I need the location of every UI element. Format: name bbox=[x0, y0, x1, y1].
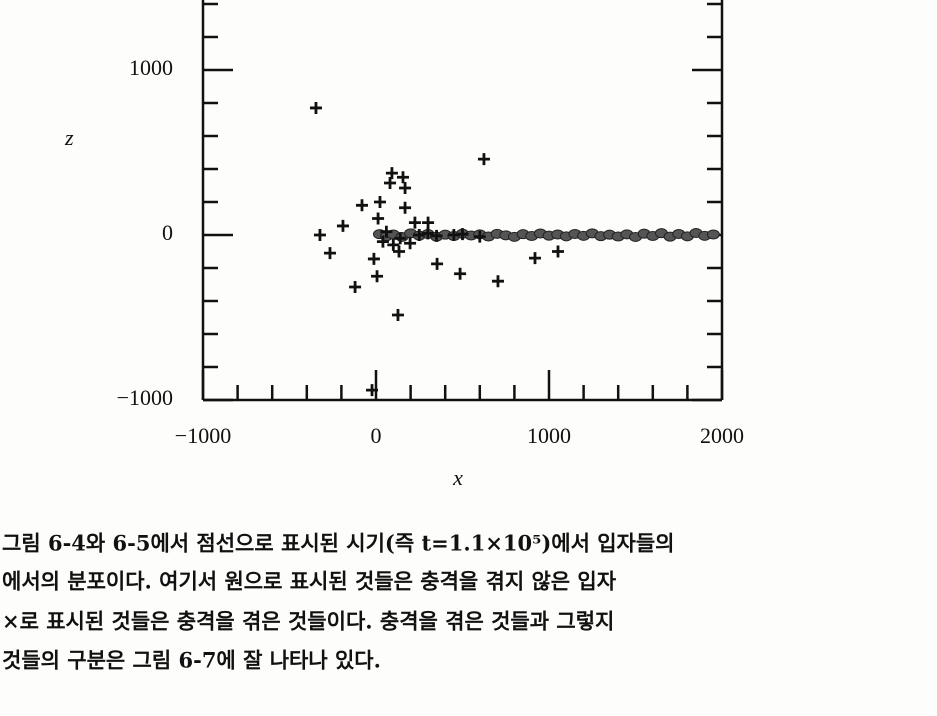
x-axis-label: x bbox=[452, 465, 463, 490]
point bbox=[399, 181, 412, 194]
point bbox=[456, 228, 469, 241]
point bbox=[706, 229, 720, 240]
point bbox=[323, 247, 336, 260]
point bbox=[336, 219, 349, 232]
point bbox=[372, 212, 385, 225]
caption-line: ×로 표시된 것들은 충격을 겪은 것들이다. 충격을 겪은 것들과 그렇지 bbox=[2, 609, 614, 634]
point bbox=[399, 201, 412, 214]
x-tick-label: −1000 bbox=[175, 423, 231, 448]
point bbox=[371, 270, 384, 283]
point bbox=[430, 229, 443, 242]
point bbox=[384, 177, 397, 190]
point bbox=[473, 230, 486, 243]
x-tick-label: 0 bbox=[371, 423, 382, 448]
y-axis-label: z bbox=[64, 125, 74, 150]
y-tick-label: 1000 bbox=[129, 55, 173, 80]
point bbox=[454, 267, 467, 280]
point bbox=[421, 227, 434, 240]
point bbox=[396, 171, 409, 184]
caption-line: 그림 6-4와 6-5에서 점선으로 표시된 시기(즉 t=1.1×10⁵)에서… bbox=[2, 531, 675, 556]
point bbox=[373, 196, 386, 208]
point bbox=[313, 229, 326, 241]
caption-line: 것들의 구분은 그림 6-7에 잘 나타나 있다. bbox=[2, 648, 381, 673]
point bbox=[413, 229, 426, 241]
y-tick-label: 0 bbox=[162, 220, 173, 245]
point bbox=[355, 199, 368, 212]
point bbox=[309, 101, 322, 114]
point bbox=[394, 232, 407, 245]
point bbox=[491, 275, 504, 288]
point bbox=[366, 384, 379, 397]
point bbox=[385, 167, 398, 180]
point bbox=[367, 252, 380, 265]
point bbox=[551, 245, 564, 258]
point bbox=[391, 309, 404, 322]
y-tick-label: −1000 bbox=[117, 385, 173, 410]
point bbox=[422, 216, 435, 229]
point bbox=[387, 238, 400, 251]
point bbox=[380, 225, 393, 238]
point bbox=[404, 237, 417, 250]
x-tick-label: 1000 bbox=[527, 423, 571, 448]
point bbox=[477, 153, 490, 166]
point bbox=[528, 252, 541, 265]
caption-line: 에서의 분포이다. 여기서 원으로 표시된 것들은 충격을 겪지 않은 입자 bbox=[2, 569, 617, 594]
point bbox=[376, 235, 389, 248]
point bbox=[393, 245, 406, 258]
point bbox=[349, 280, 362, 293]
point bbox=[408, 216, 421, 229]
x-tick-label: 2000 bbox=[700, 423, 744, 448]
point bbox=[431, 257, 444, 270]
